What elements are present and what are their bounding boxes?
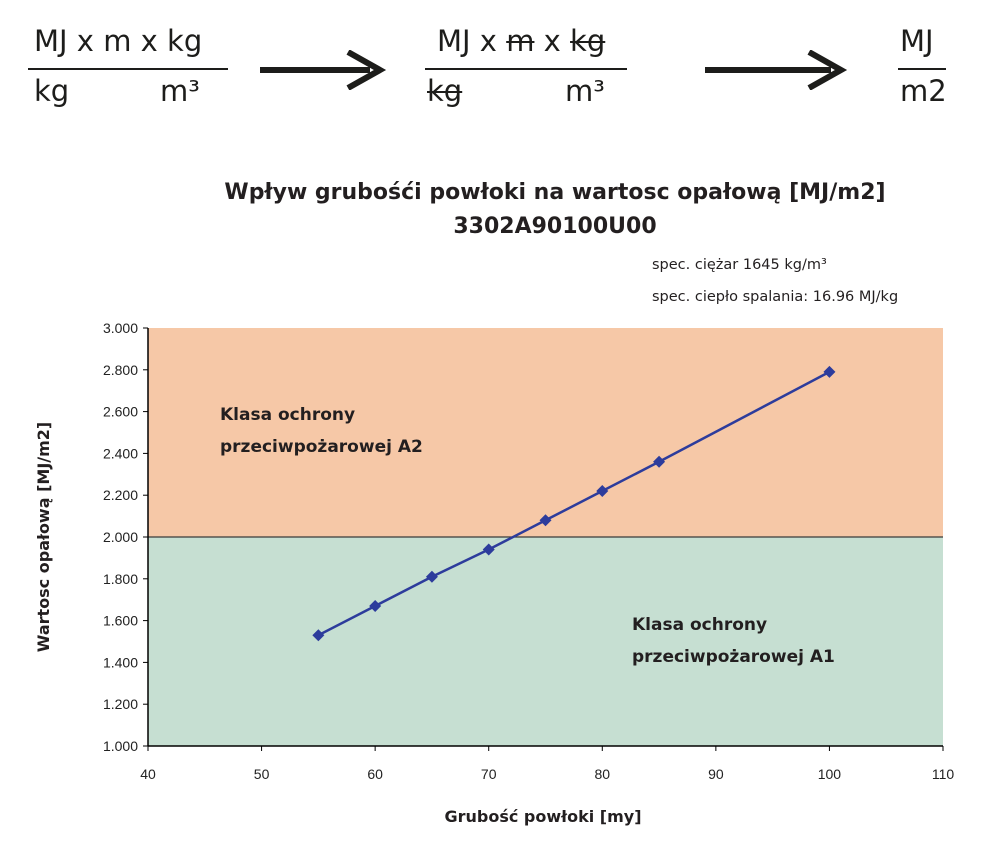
data-point	[653, 455, 666, 468]
cancelled-denominator: kg	[427, 74, 463, 108]
arrow-right-icon	[260, 50, 387, 90]
y-axis-label: Wartosc opałową [MJ/m2]	[34, 422, 53, 652]
region-label-a1-line2: przeciwpożarowej A1	[632, 647, 835, 667]
y-tick-label: 1.400	[103, 654, 138, 670]
formula-fraction-2: MJ x m x kg kg m³	[425, 24, 627, 114]
denominator-right: m³	[160, 74, 200, 108]
y-tick-label: 2.200	[103, 487, 138, 503]
y-tick-label: 1.800	[103, 571, 138, 587]
y-tick-label: 2.400	[103, 445, 138, 461]
x-tick-label: 100	[818, 766, 842, 782]
numerator: MJ x m x kg	[437, 24, 606, 58]
data-point	[369, 599, 382, 612]
region-a1	[148, 537, 943, 746]
data-point	[482, 543, 495, 556]
fraction-bar	[425, 68, 627, 70]
formula-fraction-3: MJ m2	[898, 24, 948, 114]
formula-fraction-1: MJ x m x kg kg m³	[28, 24, 228, 114]
y-tick-label: 1.200	[103, 696, 138, 712]
region-label-a1-line1: Klasa ochrony	[632, 615, 767, 635]
data-point	[823, 365, 836, 378]
x-tick-label: 110	[932, 766, 955, 782]
spec-weight-note: spec. ciężar 1645 kg/m³	[652, 257, 827, 273]
chart-subtitle: 3302A90100U00	[453, 214, 657, 239]
region-a2	[148, 328, 943, 537]
y-tick-label: 2.000	[103, 529, 138, 545]
x-tick-label: 70	[481, 766, 497, 782]
denominator-left: kg	[34, 74, 70, 108]
data-point	[425, 570, 438, 583]
x-axis-label: Grubość powłoki [my]	[444, 807, 641, 826]
denominator-right: m³	[565, 74, 605, 108]
data-point	[539, 514, 552, 527]
y-tick-label: 1.600	[103, 613, 138, 629]
spec-heat-note: spec. ciepło spalania: 16.96 MJ/kg	[652, 289, 899, 305]
cancelled-m: m	[506, 24, 535, 58]
x-tick-label: 50	[254, 766, 270, 782]
arrow-right-icon	[705, 50, 848, 90]
denominator: m2	[900, 74, 947, 108]
region-label-a2-line1: Klasa ochrony	[220, 405, 355, 425]
x-tick-label: 40	[140, 766, 156, 782]
numerator: MJ	[900, 24, 934, 58]
x-tick-label: 80	[594, 766, 610, 782]
y-tick-label: 1.000	[103, 738, 138, 754]
series-line	[317, 370, 831, 637]
region-label-a2-line2: przeciwpożarowej A2	[220, 437, 423, 457]
chart-title-block: Wpływ grubośći powłoki na wartosc opałow…	[0, 176, 1000, 244]
fraction-bar	[898, 68, 946, 70]
y-tick-label: 2.600	[103, 404, 138, 420]
fraction-bar	[28, 68, 228, 70]
numerator: MJ x m x kg	[34, 24, 203, 58]
cancelled-kg: kg	[570, 24, 606, 58]
data-point	[596, 485, 609, 498]
y-tick-label: 3.000	[103, 320, 138, 336]
data-point	[312, 629, 325, 642]
x-tick-label: 90	[708, 766, 724, 782]
chart-title: Wpływ grubośći powłoki na wartosc opałow…	[224, 180, 886, 205]
x-tick-label: 60	[367, 766, 383, 782]
y-tick-label: 2.800	[103, 362, 138, 378]
